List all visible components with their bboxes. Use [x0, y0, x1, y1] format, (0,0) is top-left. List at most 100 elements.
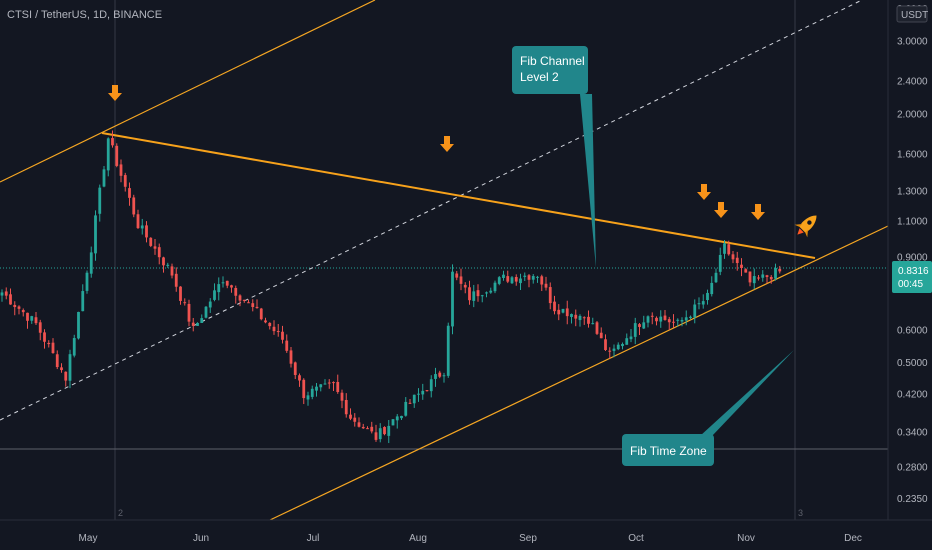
candle-down	[51, 342, 55, 354]
bar-countdown: 00:45	[898, 279, 923, 290]
time-zone-label: 3	[798, 508, 803, 518]
candle-down	[769, 276, 773, 280]
candle-up	[591, 323, 595, 325]
candle-up	[446, 325, 450, 376]
candle-down	[608, 350, 612, 352]
candle-down	[595, 322, 599, 334]
time-tick-label: Nov	[737, 533, 755, 544]
candle-down	[383, 426, 386, 435]
candle-down	[259, 308, 263, 320]
currency-label: USDT	[901, 10, 928, 21]
candle-up	[472, 291, 476, 301]
candle-up	[684, 317, 688, 321]
candle-down	[468, 287, 471, 301]
price-tick-label: 0.2800	[897, 462, 928, 473]
candle-down	[374, 432, 378, 440]
candle-down	[667, 319, 671, 323]
price-tick-label: 0.6000	[897, 326, 928, 337]
candle-down	[60, 367, 63, 371]
price-tick-label: 1.1000	[897, 217, 928, 228]
candle-down	[340, 392, 344, 401]
candle-up	[625, 338, 629, 345]
candle-up	[213, 290, 216, 300]
candle-down	[26, 312, 29, 321]
candle-down	[540, 276, 544, 285]
candle-up	[633, 323, 637, 337]
candle-down	[153, 246, 157, 249]
arrow-down-icon	[714, 202, 728, 218]
candle-down	[587, 316, 590, 324]
candle-down	[162, 257, 165, 266]
candle-down	[650, 315, 654, 317]
price-tick-label: 0.9000	[897, 253, 928, 264]
last-price-value: 0.8316	[898, 266, 929, 277]
candle-up	[629, 336, 633, 340]
candle-down	[544, 283, 548, 288]
fib-time-zone-note[interactable]: Fib Time Zone	[622, 350, 794, 466]
time-tick-label: Jun	[193, 533, 209, 544]
candle-down	[47, 342, 51, 345]
currency-badge	[896, 5, 928, 23]
candle-down	[136, 214, 140, 229]
candle-up	[723, 243, 726, 254]
candle-up	[196, 322, 199, 326]
candle-up	[319, 384, 323, 388]
candle-up	[480, 295, 484, 297]
candles	[0, 130, 782, 444]
candle-up	[217, 284, 221, 293]
candle-down	[366, 428, 369, 430]
candle-up	[106, 138, 110, 171]
candle-down	[128, 188, 131, 198]
candle-up	[30, 316, 34, 321]
candle-down	[425, 390, 429, 392]
candle-up	[536, 276, 539, 278]
candle-up	[621, 343, 624, 347]
candle-up	[706, 292, 709, 301]
time-tick-label: Sep	[519, 533, 537, 544]
candle-up	[412, 394, 416, 404]
candle-down	[514, 276, 518, 282]
candle-up	[391, 419, 395, 426]
candle-down	[145, 225, 148, 238]
candle-up	[400, 415, 403, 419]
candle-up	[89, 252, 93, 274]
candle-down	[55, 354, 59, 368]
candle-down	[289, 350, 293, 364]
candle-down	[663, 315, 667, 320]
price-tick-label: 2.4000	[897, 77, 928, 88]
arrow-down-icon	[751, 204, 765, 220]
price-tick-label: 3.0000	[897, 37, 928, 48]
candle-down	[119, 164, 123, 176]
price-tick-label: 0.2350	[897, 494, 928, 505]
price-tick-label: 0.4200	[897, 390, 928, 401]
candle-up	[497, 277, 501, 284]
candle-up	[315, 386, 318, 391]
candle-up	[710, 282, 714, 295]
price-tick-label: 1.6000	[897, 149, 928, 160]
fib-channel-note[interactable]: Fib Channel Level 2	[512, 46, 596, 268]
time-tick-label: Aug	[409, 533, 427, 544]
candle-up	[68, 354, 72, 381]
candle-down	[370, 426, 374, 432]
candle-up	[519, 278, 522, 284]
candle-down	[247, 302, 250, 304]
candle-up	[421, 390, 425, 395]
candle-down	[174, 273, 178, 287]
candle-up	[714, 272, 718, 283]
candle-down	[604, 339, 607, 351]
candle-down	[123, 175, 127, 187]
candle-down	[264, 320, 267, 323]
candle-down	[115, 145, 119, 166]
time-axis-ticks: May Jun Jul Aug Sep Oct Nov Dec	[79, 533, 862, 544]
candle-down	[336, 381, 340, 392]
candle-up	[208, 301, 212, 308]
candle-down	[272, 326, 276, 332]
candle-down	[327, 382, 331, 384]
candle-up	[404, 401, 408, 416]
candle-down	[268, 322, 272, 327]
candle-up	[752, 276, 756, 284]
price-tick-label: 1.3000	[897, 187, 928, 198]
price-tick-label: 0.3400	[897, 428, 928, 439]
